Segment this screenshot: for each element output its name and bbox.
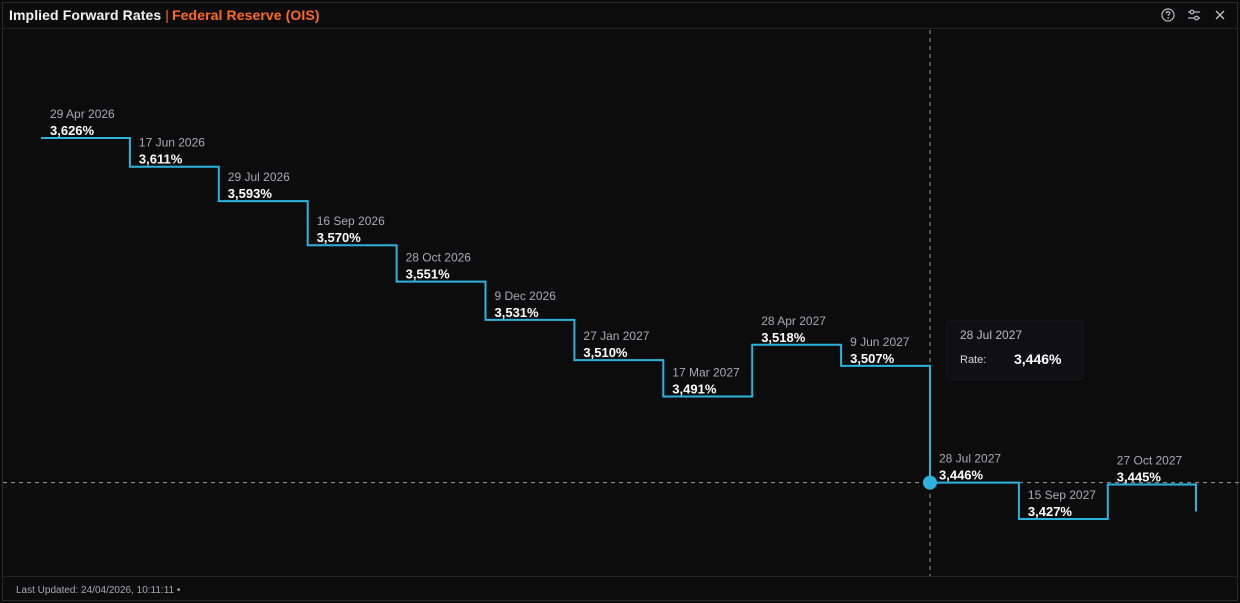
point-value-label: 3,551% — [406, 267, 451, 282]
point-date-label: 15 Sep 2027 — [1028, 488, 1096, 502]
point-value-label: 3,518% — [761, 330, 806, 345]
hover-marker — [923, 475, 937, 490]
point-value-label: 3,446% — [939, 468, 984, 483]
point-value-label: 3,570% — [317, 230, 362, 245]
point-value-label: 3,427% — [1028, 504, 1073, 519]
last-updated-text: Last Updated: 24/04/2026, 10:11:11 • — [16, 585, 181, 596]
tooltip-rate-label: Rate: — [960, 354, 987, 366]
title-subtitle: Federal Reserve (OIS) — [172, 7, 320, 23]
help-icon[interactable] — [1159, 6, 1177, 24]
point-date-label: 27 Oct 2027 — [1117, 454, 1183, 468]
tooltip-date: 28 Jul 2027 — [960, 328, 1023, 342]
panel-footer: Last Updated: 24/04/2026, 10:11:11 • — [3, 576, 1237, 600]
point-date-label: 9 Dec 2026 — [495, 289, 557, 303]
panel-header: Implied Forward Rates | Federal Reserve (O… — [3, 3, 1237, 29]
point-date-label: 29 Jul 2026 — [228, 170, 290, 184]
point-value-label: 3,626% — [50, 123, 95, 138]
point-value-label: 3,445% — [1117, 470, 1162, 485]
tooltip-rate-value: 3,446% — [1014, 351, 1062, 367]
point-value-label: 3,531% — [495, 305, 540, 320]
point-value-label: 3,510% — [583, 345, 628, 360]
point-value-label: 3,507% — [850, 351, 895, 366]
point-value-label: 3,611% — [139, 152, 183, 167]
title-main: Implied Forward Rates — [9, 7, 162, 23]
rate-step-line — [41, 137, 1197, 520]
title-separator: | — [165, 7, 169, 23]
point-value-label: 3,491% — [672, 381, 717, 396]
hover-tooltip: 28 Jul 2027 Rate: 3,446% — [947, 321, 1083, 379]
point-date-label: 28 Oct 2026 — [406, 251, 472, 265]
point-value-label: 3,593% — [228, 186, 273, 201]
point-date-label: 29 Apr 2026 — [50, 107, 115, 121]
step-chart[interactable]: 29 Apr 2026 3,626% 17 Jun 2026 3,611% 29 Jul… — [3, 3, 1239, 577]
header-icons — [1159, 6, 1229, 24]
point-date-label: 17 Jun 2026 — [139, 136, 205, 150]
point-date-label: 17 Mar 2027 — [672, 365, 740, 379]
point-date-label: 28 Jul 2027 — [939, 452, 1001, 466]
close-icon[interactable] — [1211, 6, 1229, 24]
point-date-label: 27 Jan 2027 — [583, 329, 649, 343]
settings-sliders-icon[interactable] — [1185, 6, 1203, 24]
point-date-label: 9 Jun 2027 — [850, 335, 910, 349]
point-date-label: 28 Apr 2027 — [761, 314, 826, 328]
point-date-label: 16 Sep 2026 — [317, 214, 385, 228]
panel-title: Implied Forward Rates | Federal Reserve (O… — [9, 7, 320, 23]
